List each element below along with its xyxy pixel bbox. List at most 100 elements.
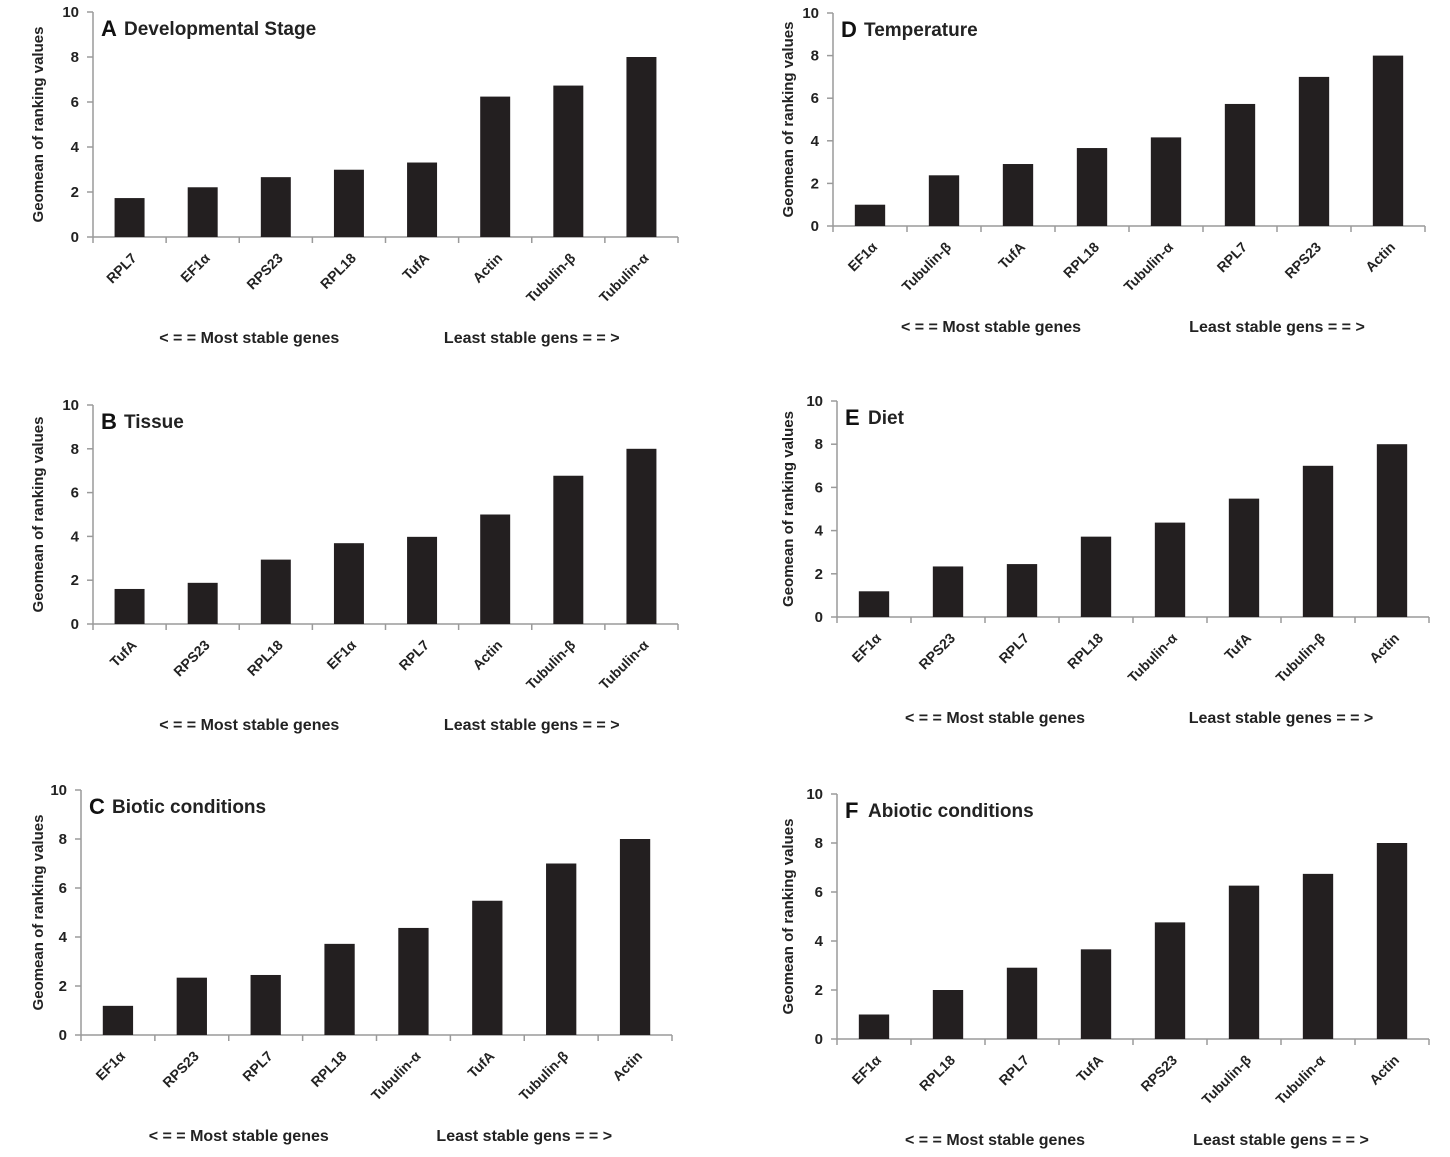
bar-tubulin-beta xyxy=(553,85,584,237)
x-tick-label-ef1alpha: EF1α xyxy=(849,630,885,666)
note-least-stable: Least stable gens = = > xyxy=(444,717,620,734)
y-tick-label-8: 8 xyxy=(815,835,823,852)
y-tick-label-8: 8 xyxy=(71,49,79,66)
y-tick-label-4: 4 xyxy=(71,139,80,156)
bar-tubulin-alpha xyxy=(626,448,657,624)
chart-title: Diet xyxy=(868,408,905,429)
bar-rpl7 xyxy=(407,536,438,624)
x-tick-label-tufa: TufA xyxy=(1221,630,1254,663)
bar-tubulin-beta xyxy=(1302,465,1334,617)
bar-rps23 xyxy=(1298,76,1330,227)
y-axis-label: Geomean of ranking values xyxy=(780,411,797,607)
x-tick-label-rpl7: RPL7 xyxy=(1213,239,1250,276)
x-tick-label-tufa: TufA xyxy=(107,637,140,670)
bar-rps23 xyxy=(932,566,964,617)
bar-rpl7 xyxy=(1224,103,1256,226)
x-tick-label-ef1alpha: EF1α xyxy=(849,1052,885,1088)
x-tick-label-tubulin-beta: Tubulin-β xyxy=(898,238,954,294)
bar-tubulin-beta xyxy=(546,863,577,1035)
bar-ef1alpha xyxy=(854,204,886,226)
y-tick-label-2: 2 xyxy=(59,978,67,995)
bar-rps23 xyxy=(1154,922,1186,1039)
panel-letter: D xyxy=(841,17,857,42)
x-tick-label-rpl18: RPL18 xyxy=(308,1048,350,1090)
x-tick-label-ef1alpha: EF1α xyxy=(845,239,881,275)
bar-tufa xyxy=(1002,164,1034,226)
x-tick-label-actin: Actin xyxy=(609,1048,645,1084)
note-least-stable: Least stable genes = = > xyxy=(1189,710,1374,727)
chart-title: Developmental Stage xyxy=(124,19,316,40)
note-least-stable: Least stable gens = = > xyxy=(1193,1132,1369,1149)
bar-rpl7 xyxy=(250,974,281,1035)
bar-tufa xyxy=(1080,949,1112,1039)
x-tick-label-rpl18: RPL18 xyxy=(1060,239,1102,281)
bar-rpl7 xyxy=(1006,967,1038,1039)
y-tick-label-2: 2 xyxy=(71,572,79,589)
y-axis-label: Geomean of ranking values xyxy=(30,417,47,613)
x-tick-label-ef1alpha: EF1α xyxy=(323,637,359,673)
bar-actin xyxy=(1376,843,1408,1039)
x-tick-label-tubulin-beta: Tubulin-β xyxy=(1198,1051,1254,1107)
bar-ef1alpha xyxy=(858,591,890,617)
x-tick-label-tubulin-alpha: Tubulin-α xyxy=(1120,239,1176,295)
y-tick-label-10: 10 xyxy=(802,5,819,22)
bar-actin xyxy=(480,96,511,237)
panel-letter: A xyxy=(101,16,117,41)
bar-ef1alpha xyxy=(858,1014,890,1039)
bar-rpl18 xyxy=(324,943,355,1035)
bar-rpl18 xyxy=(260,559,291,624)
x-tick-label-tubulin-beta: Tubulin-β xyxy=(1272,629,1328,685)
x-tick-label-tufa: TufA xyxy=(1073,1052,1106,1085)
panel-temperature: 0 2 4 6 8 10 EF1α Tubulin-β TufA RPL18 Tubulin-α RP… xyxy=(765,0,1445,380)
x-tick-label-rps23: RPS23 xyxy=(1137,1052,1180,1095)
y-axis-label: Geomean of ranking values xyxy=(780,22,797,218)
panel-biotic-conditions: 0 2 4 6 8 10 EF1α RPS23 RPL7 RPL18 Tubulin-α TufA Tu… xyxy=(15,775,705,1155)
bar-rpl7 xyxy=(1006,564,1038,617)
bar-rpl7 xyxy=(114,198,145,237)
bar-tufa xyxy=(472,900,503,1035)
chart-svg: 0 2 4 6 8 10 TufA RPS23 RPL18 EF1α RPL7 Actin Tubuli… xyxy=(30,397,679,734)
x-tick-label-actin: Actin xyxy=(1366,1052,1402,1088)
bar-tubulin-alpha xyxy=(626,57,657,237)
y-tick-label-2: 2 xyxy=(815,982,823,999)
x-tick-label-rpl7: RPL7 xyxy=(239,1048,276,1085)
y-tick-label-2: 2 xyxy=(71,184,79,201)
note-least-stable: Least stable gens = = > xyxy=(436,1128,612,1145)
y-tick-label-4: 4 xyxy=(71,528,80,545)
x-tick-label-actin: Actin xyxy=(469,637,505,673)
y-tick-label-0: 0 xyxy=(71,616,79,633)
bar-tubulin-alpha xyxy=(1302,873,1334,1039)
bar-rpl18 xyxy=(932,990,964,1039)
bar-tufa xyxy=(114,588,145,624)
y-tick-label-0: 0 xyxy=(71,229,79,246)
bar-tubulin-beta xyxy=(553,475,584,624)
x-tick-label-tubulin-beta: Tubulin-β xyxy=(523,636,579,692)
panel-letter: C xyxy=(89,794,105,819)
y-tick-label-6: 6 xyxy=(815,884,823,901)
y-tick-label-6: 6 xyxy=(71,94,79,111)
x-tick-label-tubulin-beta: Tubulin-β xyxy=(523,249,579,305)
y-tick-label-6: 6 xyxy=(59,880,67,897)
chart-svg: 0 2 4 6 8 10 EF1α RPS23 RPL7 RPL18 Tubulin-α TufA Tu… xyxy=(30,782,673,1145)
y-tick-label-6: 6 xyxy=(71,485,79,502)
note-most-stable: < = = Most stable genes xyxy=(905,710,1085,727)
x-tick-label-tubulin-alpha: Tubulin-α xyxy=(596,637,652,693)
x-tick-label-rps23: RPS23 xyxy=(243,250,286,293)
bar-rpl18 xyxy=(1076,148,1108,226)
bar-ef1alpha xyxy=(187,187,218,237)
bar-actin xyxy=(619,839,651,1035)
chart-title: Biotic conditions xyxy=(112,797,266,818)
chart-title: Tissue xyxy=(124,412,184,433)
note-most-stable: < = = Most stable genes xyxy=(905,1132,1085,1149)
bar-rpl18 xyxy=(1080,536,1112,617)
y-tick-label-10: 10 xyxy=(62,4,79,21)
chart-svg: 0 2 4 6 8 10 EF1α RPS23 RPL7 RPL18 Tubulin-α TufA Tu… xyxy=(780,393,1430,727)
panel-letter: B xyxy=(101,409,117,434)
y-tick-label-8: 8 xyxy=(815,436,823,453)
x-tick-label-tufa: TufA xyxy=(399,250,432,283)
chart-title: Abiotic conditions xyxy=(868,801,1034,822)
x-tick-label-rps23: RPS23 xyxy=(915,630,958,673)
bar-tubulin-beta xyxy=(928,175,960,226)
panel-letter: F xyxy=(845,798,858,823)
